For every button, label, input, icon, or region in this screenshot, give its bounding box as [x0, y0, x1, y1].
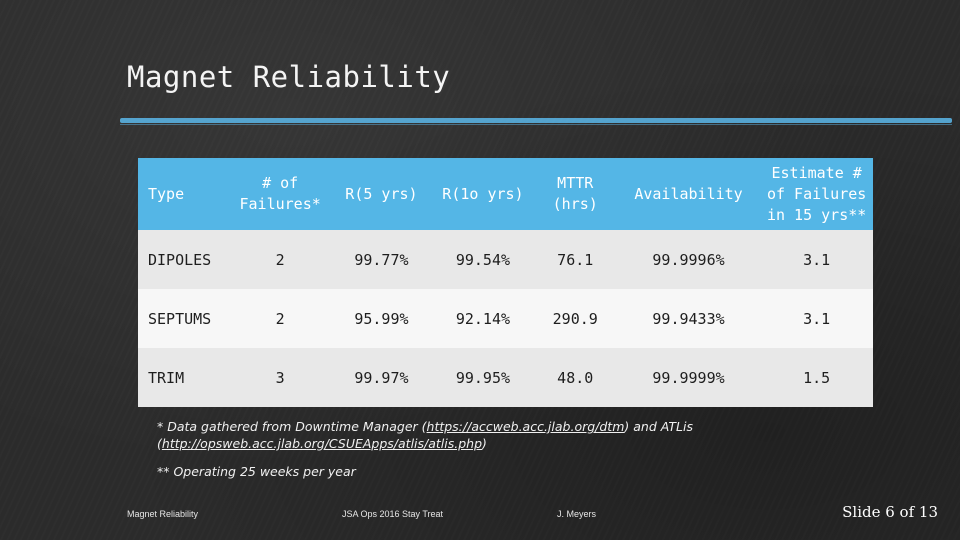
cell-availability: 99.9433%	[616, 289, 761, 348]
cell-r10: 92.14%	[432, 289, 534, 348]
note-text: ) and ATLis	[624, 419, 693, 434]
atlis-link[interactable]: http://opsweb.acc.jlab.org/CSUEApps/atli…	[161, 436, 483, 451]
note-text: * Data gathered from Downtime Manager (	[157, 419, 427, 434]
note-text: )	[482, 436, 487, 451]
cell-type: TRIM	[138, 348, 230, 407]
cell-r10: 99.54%	[432, 230, 534, 289]
footer-right: J. Meyers	[557, 509, 597, 519]
table-row: DIPOLES 2 99.77% 99.54% 76.1 99.9996% 3.…	[138, 230, 873, 289]
cell-r5: 95.99%	[330, 289, 433, 348]
table-header-row: Type # of Failures* R(5 yrs) R(1o yrs) M…	[138, 158, 873, 230]
reliability-table: Type # of Failures* R(5 yrs) R(1o yrs) M…	[138, 158, 873, 407]
cell-mttr: 76.1	[533, 230, 617, 289]
cell-estimate: 3.1	[760, 289, 873, 348]
cell-estimate: 1.5	[760, 348, 873, 407]
title-underline	[120, 118, 952, 123]
cell-failures: 2	[229, 230, 331, 289]
footer-left: Magnet Reliability	[127, 509, 199, 519]
cell-availability: 99.9996%	[616, 230, 761, 289]
header-availability: Availability	[616, 158, 761, 230]
header-r10: R(1o yrs)	[432, 158, 534, 230]
cell-mttr: 290.9	[533, 289, 617, 348]
dtm-link[interactable]: https://accweb.acc.jlab.org/dtm	[426, 419, 625, 434]
cell-availability: 99.9999%	[616, 348, 761, 407]
header-estimate: Estimate # of Failures in 15 yrs**	[760, 158, 873, 230]
cell-r5: 99.77%	[330, 230, 433, 289]
slide-number: Slide 6 of 13	[842, 503, 938, 521]
slide-title: Magnet Reliability	[127, 60, 451, 94]
cell-failures: 3	[229, 348, 331, 407]
table-row: SEPTUMS 2 95.99% 92.14% 290.9 99.9433% 3…	[138, 289, 873, 348]
note-text: (	[157, 436, 162, 451]
cell-type: SEPTUMS	[138, 289, 230, 348]
cell-type: DIPOLES	[138, 230, 230, 289]
header-mttr: MTTR (hrs)	[533, 158, 617, 230]
operating-note: ** Operating 25 weeks per year	[157, 464, 356, 479]
header-r5: R(5 yrs)	[330, 158, 433, 230]
table-row: TRIM 3 99.97% 99.95% 48.0 99.9999% 1.5	[138, 348, 873, 407]
cell-r10: 99.95%	[432, 348, 534, 407]
cell-mttr: 48.0	[533, 348, 617, 407]
header-type: Type	[138, 158, 230, 230]
cell-estimate: 3.1	[760, 230, 873, 289]
cell-failures: 2	[229, 289, 331, 348]
cell-r5: 99.97%	[330, 348, 433, 407]
header-failures: # of Failures*	[229, 158, 331, 230]
title-underline-shadow	[120, 124, 952, 125]
data-source-note: * Data gathered from Downtime Manager (h…	[157, 418, 757, 452]
footer-center: JSA Ops 2016 Stay Treat	[342, 509, 444, 519]
